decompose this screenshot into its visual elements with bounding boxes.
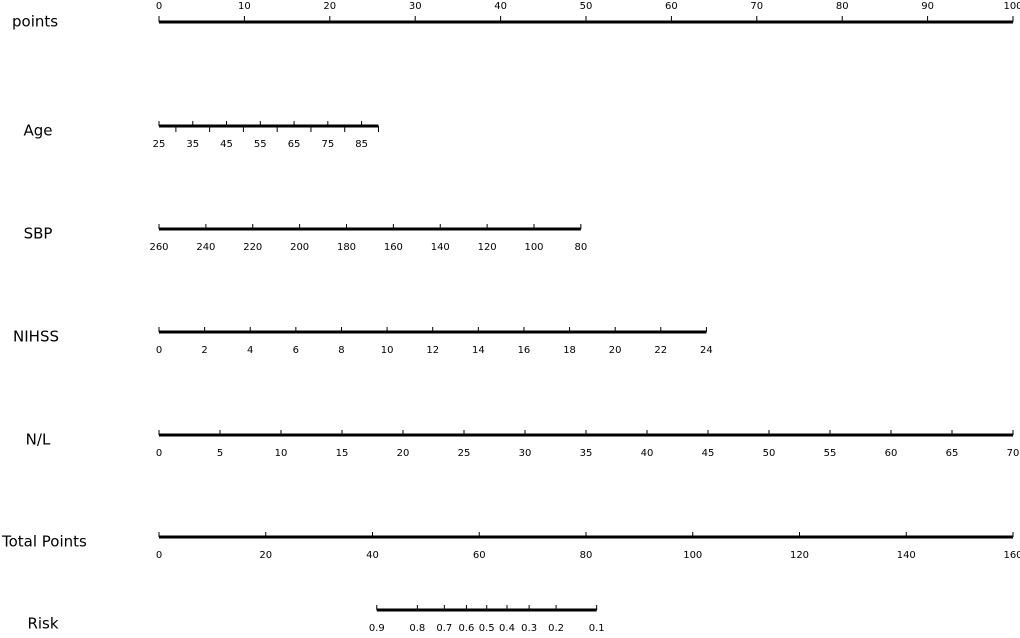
tick-label: 100	[683, 550, 702, 561]
tick-label: 35	[186, 139, 199, 150]
tick-label: 0	[156, 1, 162, 12]
tick-label: 160	[1003, 550, 1020, 561]
tick-label: 45	[220, 139, 233, 150]
tick-label: 140	[897, 550, 916, 561]
row-label: N/L	[26, 431, 51, 449]
tick-label: 18	[563, 345, 576, 356]
tick-label: 14	[472, 345, 485, 356]
tick-label: 5	[217, 448, 223, 459]
tick-label: 0.6	[458, 623, 474, 634]
tick-label: 30	[409, 1, 422, 12]
tick-label: 0	[156, 550, 162, 561]
row-label: Age	[23, 122, 52, 140]
tick-label: 6	[293, 345, 299, 356]
tick-label: 0.5	[479, 623, 495, 634]
tick-label: 12	[426, 345, 439, 356]
tick-label: 30	[519, 448, 532, 459]
tick-label: 55	[254, 139, 267, 150]
tick-label: 60	[885, 448, 898, 459]
tick-label: 120	[478, 242, 497, 253]
tick-label: 25	[458, 448, 471, 459]
tick-label: 0.4	[499, 623, 515, 634]
tick-label: 180	[337, 242, 356, 253]
tick-label: 160	[384, 242, 403, 253]
tick-label: 260	[149, 242, 168, 253]
tick-label: 80	[580, 550, 593, 561]
tick-label: 65	[946, 448, 959, 459]
tick-label: 90	[921, 1, 934, 12]
tick-label: 50	[580, 1, 593, 12]
tick-label: 65	[288, 139, 301, 150]
tick-label: 200	[290, 242, 309, 253]
tick-label: 70	[750, 1, 763, 12]
tick-label: 75	[321, 139, 334, 150]
tick-label: 220	[243, 242, 262, 253]
tick-label: 80	[836, 1, 849, 12]
tick-label: 0.3	[521, 623, 537, 634]
row-label: points	[12, 13, 58, 31]
tick-label: 100	[1003, 1, 1020, 12]
row-label: SBP	[24, 225, 53, 243]
tick-label: 20	[397, 448, 410, 459]
tick-label: 25	[153, 139, 166, 150]
tick-label: 50	[763, 448, 776, 459]
tick-label: 60	[473, 550, 486, 561]
tick-label: 140	[431, 242, 450, 253]
tick-label: 0.8	[409, 623, 425, 634]
tick-label: 4	[247, 345, 253, 356]
tick-label: 0	[156, 448, 162, 459]
tick-label: 20	[323, 1, 336, 12]
tick-label: 40	[366, 550, 379, 561]
row-label: Total Points	[1, 533, 87, 551]
tick-label: 15	[336, 448, 349, 459]
tick-label: 70	[1007, 448, 1020, 459]
tick-label: 40	[641, 448, 654, 459]
tick-label: 0.7	[436, 623, 452, 634]
tick-label: 16	[518, 345, 531, 356]
tick-label: 80	[575, 242, 588, 253]
tick-label: 0.9	[369, 623, 385, 634]
tick-label: 120	[790, 550, 809, 561]
tick-label: 10	[275, 448, 288, 459]
tick-label: 10	[238, 1, 251, 12]
row-label: NIHSS	[13, 328, 59, 346]
tick-label: 45	[702, 448, 715, 459]
row-label: Risk	[27, 615, 58, 633]
tick-label: 35	[580, 448, 593, 459]
tick-label: 60	[665, 1, 678, 12]
tick-label: 0	[156, 345, 162, 356]
tick-label: 55	[824, 448, 837, 459]
tick-label: 24	[700, 345, 713, 356]
tick-label: 10	[381, 345, 394, 356]
tick-label: 85	[355, 139, 368, 150]
tick-label: 20	[259, 550, 272, 561]
tick-label: 0.2	[548, 623, 564, 634]
tick-label: 20	[609, 345, 622, 356]
tick-label: 2	[201, 345, 207, 356]
tick-label: 40	[494, 1, 507, 12]
tick-label: 0.1	[589, 623, 605, 634]
tick-label: 8	[338, 345, 344, 356]
tick-label: 100	[524, 242, 543, 253]
tick-label: 22	[654, 345, 667, 356]
tick-label: 240	[196, 242, 215, 253]
